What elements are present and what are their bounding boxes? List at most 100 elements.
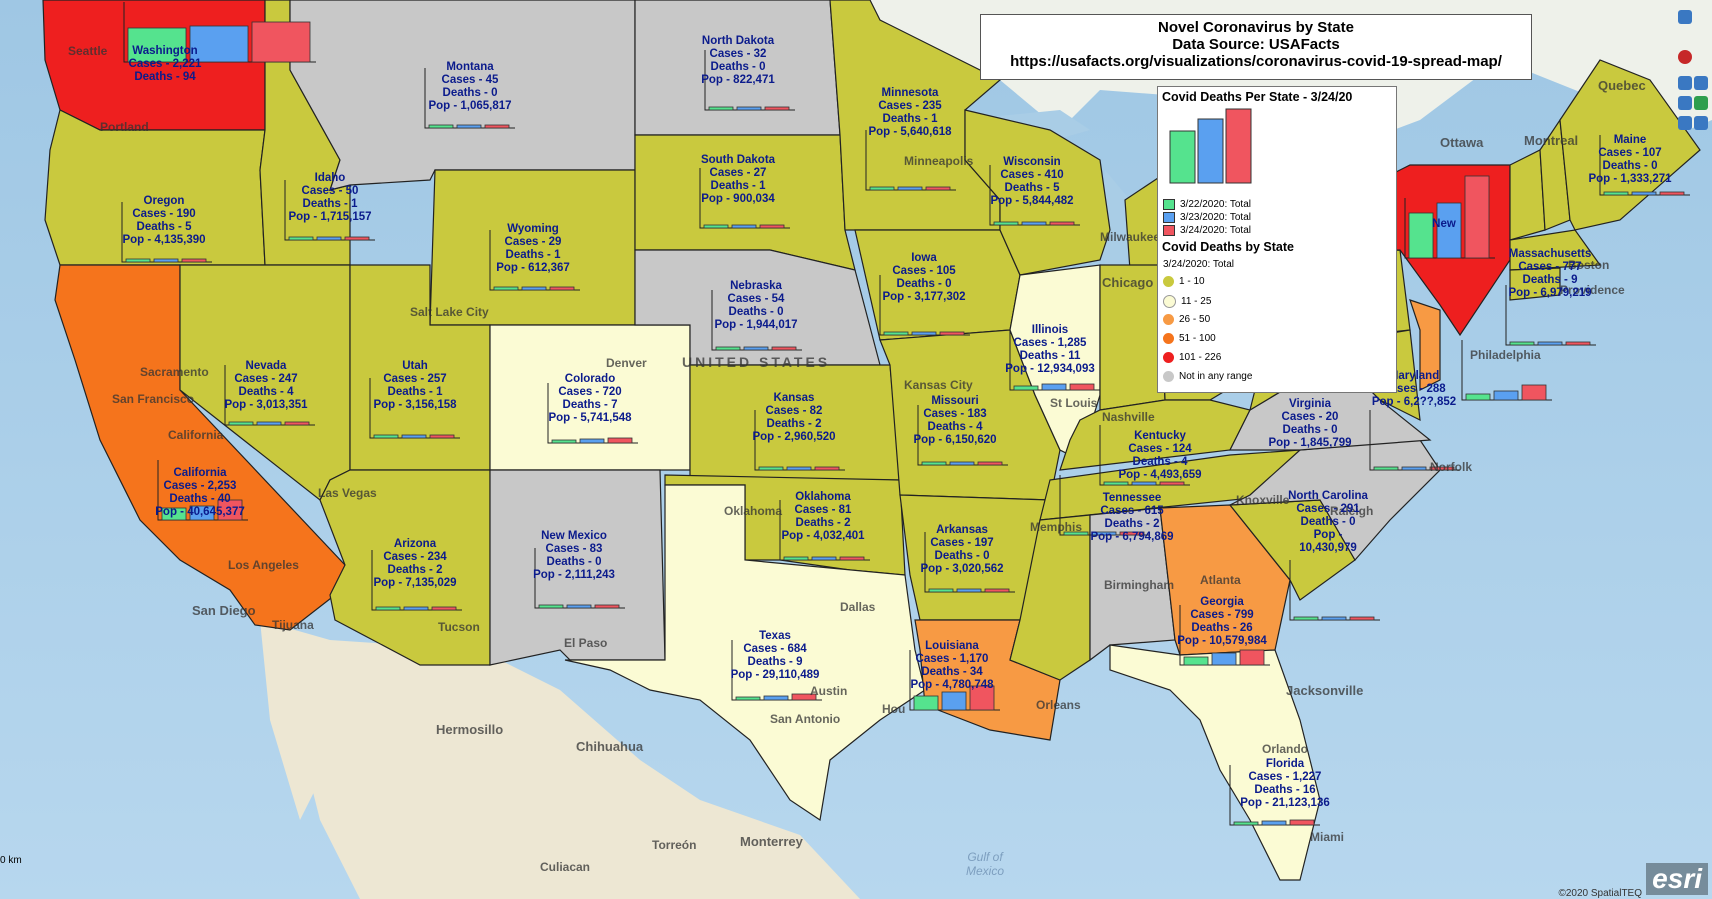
mini-chart-bar-co-0: [551, 439, 577, 444]
map-tools[interactable]: [1678, 10, 1708, 130]
mini-chart-bar-wy-2: [549, 286, 575, 291]
map-source-url[interactable]: https://usafacts.org/visualizations/coro…: [1010, 53, 1502, 70]
mini-chart-bar-ca-0: [161, 507, 187, 521]
legend-range-3: 51 - 100: [1163, 333, 1216, 344]
label-mt: Montana Cases - 45 Deaths - 0 Pop - 1,065,8…: [428, 61, 512, 112]
label-ia: Iowa Cases - 105 Deaths - 0 Pop - 3,177,302: [882, 252, 966, 303]
mini-chart-bar-me-1: [1631, 191, 1657, 196]
mini-chart-bar-wa-1: [189, 25, 249, 63]
mini-chart-bar-or-1: [153, 258, 179, 263]
legend-panel: Covid Deaths Per State - 3/24/20 3/22/20…: [1157, 86, 1397, 393]
mini-chart-bar-fl-2: [1289, 819, 1315, 826]
label-fl: Florida Cases - 1,227 Deaths - 16 Pop - 21,…: [1240, 758, 1330, 809]
mini-chart-bar-nm-0: [538, 604, 564, 609]
label-tn: Tennessee Cases - 615 Deaths - 2 Pop - 6,79…: [1090, 492, 1174, 543]
mini-chart-bar-ne-2: [771, 346, 797, 351]
select-icon[interactable]: [1694, 76, 1708, 90]
label-ny: New: [1432, 218, 1456, 230]
mini-chart-bar-ny-2: [1464, 175, 1490, 259]
measure-icon[interactable]: [1678, 96, 1692, 110]
mini-chart-bar-nc-2: [1349, 616, 1375, 621]
mini-chart-bar-mt-1: [456, 124, 482, 129]
mini-chart-bar-tx-1: [763, 695, 789, 701]
mini-chart-bar-ma-0: [1509, 341, 1535, 346]
mini-chart-bar-nc-0: [1293, 616, 1319, 621]
scale-bar: 0 km: [0, 855, 22, 866]
print-icon[interactable]: [1678, 116, 1692, 130]
legend-range-5: Not in any range: [1163, 371, 1252, 382]
mini-chart-bar-nv-0: [228, 421, 254, 426]
place-tucson: Tucson: [438, 620, 480, 634]
label-md: Maryland Cases - 288 Pop - 6,2??,852: [1371, 370, 1457, 408]
label-ma: Massachusetts Cases - 777 Deaths - 9 Pop - …: [1508, 248, 1592, 299]
place-el-paso: El Paso: [564, 636, 608, 650]
label-ga: Georgia Cases - 799 Deaths - 26 Pop - 10,57…: [1177, 596, 1267, 647]
mini-chart-bar-wi-0: [993, 221, 1019, 226]
label-nm: New Mexico Cases - 83 Deaths - 0 Pop - 2,11…: [533, 530, 615, 581]
label-ut: Utah Cases - 257 Deaths - 1 Pop - 3,156,158: [373, 360, 457, 411]
state-mini-charts: [121, 2, 1690, 826]
label-ne: Nebraska Cases - 54 Deaths - 0 Pop - 1,944,…: [714, 280, 798, 331]
label-az: Arizona Cases - 234 Deaths - 2 Pop - 7,135,…: [373, 538, 457, 589]
label-sd: South Dakota Cases - 27 Deaths - 1 Pop - 90…: [700, 154, 776, 205]
state-tx: [564, 484, 926, 822]
place-memphis: Memphis: [1030, 520, 1083, 534]
zoom-out-icon[interactable]: [1678, 50, 1692, 64]
mini-chart-bar-mn-2: [925, 186, 951, 191]
place-oklahoma-city: Oklahoma: [724, 504, 783, 518]
mini-chart-bar-co-1: [579, 438, 605, 444]
state-vt: [1509, 149, 1546, 241]
mini-chart-bar-tn-2: [1119, 531, 1145, 536]
place-austin: Austin: [810, 684, 848, 698]
mini-chart-bar-ky-1: [1131, 481, 1157, 486]
place-dallas: Dallas: [840, 600, 876, 614]
state-ma: [1509, 229, 1602, 271]
mini-chart-bar-mn-1: [897, 186, 923, 191]
mini-chart-bar-la-0: [913, 695, 939, 711]
mini-chart-bar-ky-0: [1103, 481, 1129, 486]
mini-chart-bar-ne-0: [715, 346, 741, 351]
mini-chart-bar-ny-1: [1436, 202, 1462, 259]
label-ks: Kansas Cases - 82 Deaths - 2 Pop - 2,960,52…: [752, 392, 836, 443]
place-ottawa: Ottawa: [1440, 135, 1484, 150]
mini-chart-bar-wy-1: [521, 286, 547, 291]
place-las-vegas: Las Vegas: [318, 486, 377, 500]
mini-chart-bar-tn-1: [1091, 531, 1117, 536]
lake-michigan: [1100, 170, 1130, 290]
state-nj: [1409, 299, 1441, 391]
place-torreon: Torreón: [652, 838, 697, 852]
mini-chart-bar-ga-0: [1183, 656, 1209, 666]
place-atlanta: Atlanta: [1200, 573, 1241, 587]
place-nashville: Nashville: [1102, 410, 1155, 424]
label-ky: Kentucky Cases - 124 Deaths - 4 Pop - 4,493…: [1118, 430, 1202, 481]
search-icon[interactable]: [1694, 116, 1708, 130]
mini-chart-bar-nv-1: [256, 421, 282, 426]
mini-chart-bar-ny-0: [1408, 212, 1434, 259]
zoom-in-icon[interactable]: [1678, 10, 1692, 24]
mini-chart-bar-id-2: [344, 236, 370, 241]
place-seattle: Seattle: [68, 44, 108, 58]
layers-icon[interactable]: [1694, 96, 1708, 110]
pan-icon[interactable]: [1678, 76, 1692, 90]
mini-chart-bar-ca-2: [217, 499, 243, 521]
legend-range-0: 1 - 10: [1163, 276, 1205, 287]
place-salt-lake: Salt Lake City: [410, 305, 489, 319]
map-title: Novel Coronavirus by State: [1158, 19, 1354, 36]
mini-chart-bar-il-1: [1041, 383, 1067, 391]
mini-chart-bar-il-0: [1013, 385, 1039, 391]
mini-chart-bar-or-0: [125, 258, 151, 263]
mini-chart-bar-fl-1: [1261, 820, 1287, 826]
label-id: Idaho Cases - 50 Deaths - 1 Pop - 1,715,157: [288, 172, 372, 223]
mini-chart-bar-ia-1: [911, 331, 937, 336]
label-co: Colorado Cases - 720 Deaths - 7 Pop - 5,741…: [548, 373, 632, 424]
mini-chart-bar-mo-1: [949, 461, 975, 466]
legend-series-0: 3/22/2020: Total: [1163, 199, 1251, 210]
label-ar: Arkansas Cases - 197 Deaths - 0 Pop - 3,020…: [920, 524, 1004, 575]
mini-chart-bar-ga-2: [1239, 649, 1265, 666]
baja-land: [260, 620, 330, 820]
mini-chart-bar-nc-1: [1321, 616, 1347, 621]
label-or: Oregon Cases - 190 Deaths - 5 Pop - 4,135,3…: [122, 195, 206, 246]
place-boston: Boston: [1568, 258, 1610, 272]
label-nd: North Dakota Cases - 32 Deaths - 0 Pop - 82…: [701, 35, 775, 86]
mini-chart-bar-ky-2: [1159, 481, 1185, 486]
